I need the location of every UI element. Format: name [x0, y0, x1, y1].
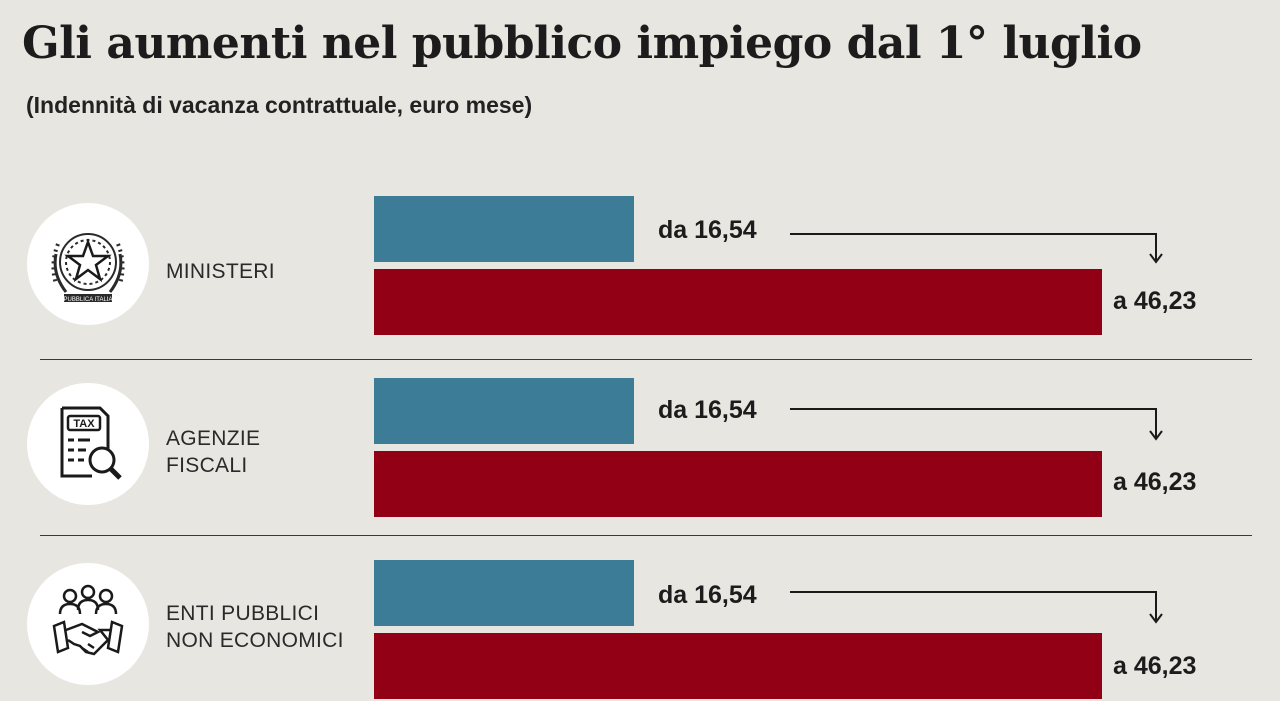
chart-subtitle: (Indennità di vacanza contrattuale, euro… — [26, 92, 533, 118]
old-value-label: da 16,54 — [658, 581, 757, 609]
old-value-label: da 16,54 — [658, 216, 757, 244]
new-value-label: a 46,23 — [1113, 468, 1197, 496]
svg-text:REPUBBLICA ITALIANA: REPUBBLICA ITALIANA — [55, 297, 121, 303]
divider — [40, 535, 1252, 536]
people-handshake-icon — [27, 563, 149, 685]
divider — [40, 359, 1252, 360]
bar-new-value — [374, 269, 1102, 335]
bar-new-value — [374, 451, 1102, 517]
svg-text:TAX: TAX — [73, 418, 95, 430]
italian-emblem-icon: REPUBBLICA ITALIANA — [27, 203, 149, 325]
category-label: MINISTERI — [166, 260, 275, 283]
bar-old-value — [374, 378, 634, 444]
bar-new-value — [374, 633, 1102, 699]
connector-arrow — [790, 408, 1163, 441]
tax-document-magnifier-icon: TAX — [27, 383, 149, 505]
category-label: ENTI PUBBLICI NON ECONOMICI — [166, 602, 344, 652]
bar-old-value — [374, 560, 634, 626]
category-label: AGENZIE FISCALI — [166, 427, 261, 477]
old-value-label: da 16,54 — [658, 396, 757, 424]
connector-arrow — [790, 591, 1163, 624]
bar-old-value — [374, 196, 634, 262]
connector-arrow — [790, 233, 1163, 264]
new-value-label: a 46,23 — [1113, 287, 1197, 315]
new-value-label: a 46,23 — [1113, 652, 1197, 680]
chart-title: Gli aumenti nel pubblico impiego dal 1° … — [22, 18, 1142, 69]
